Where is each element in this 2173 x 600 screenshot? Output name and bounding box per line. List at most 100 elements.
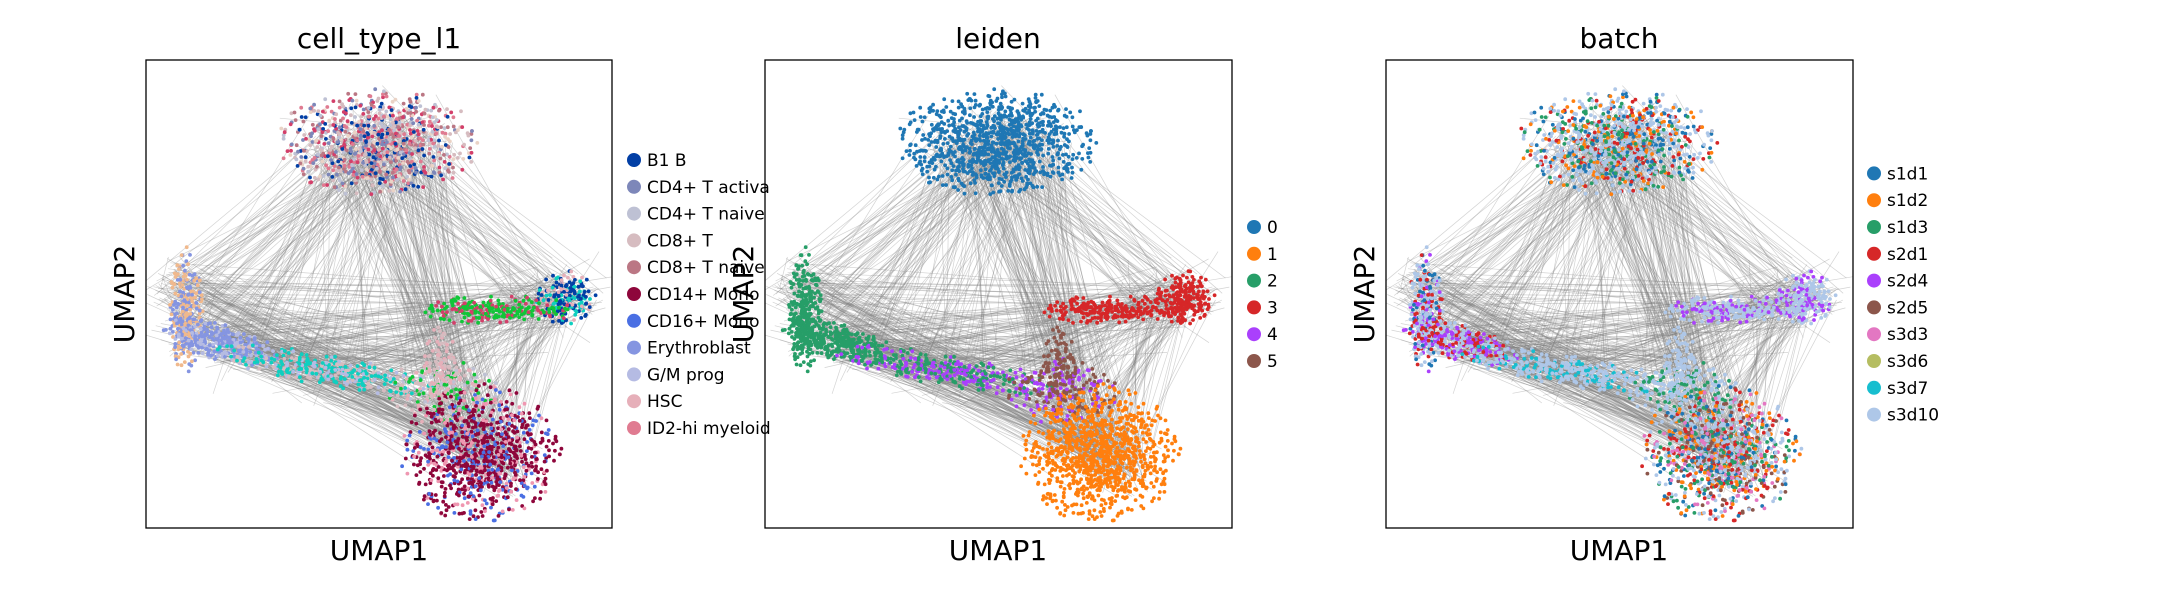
cell-point: [451, 446, 455, 450]
cell-point: [462, 142, 466, 147]
cell-point: [490, 417, 495, 422]
cell-point: [436, 465, 441, 469]
cell-point: [365, 131, 370, 135]
cell-point: [425, 410, 430, 415]
cell-point: [227, 336, 232, 340]
neighbor-edge: [174, 282, 567, 287]
cell-point: [394, 117, 399, 121]
cell-point: [462, 496, 467, 501]
cell-point: [442, 382, 447, 387]
cell-point: [514, 487, 518, 491]
cell-point: [518, 449, 523, 453]
cell-point: [318, 370, 323, 374]
cell-point: [427, 364, 431, 369]
neighbor-edge: [359, 182, 587, 310]
cell-point: [473, 393, 477, 397]
cell-point: [380, 184, 385, 188]
cell-point: [338, 384, 343, 389]
neighbor-edge: [955, 138, 990, 358]
cell-point: [534, 457, 539, 462]
neighbor-edge: [506, 299, 597, 471]
cell-point: [462, 398, 466, 403]
neighbor-edge: [327, 161, 331, 367]
cell-point: [537, 413, 541, 418]
cell-point: [185, 303, 190, 308]
cell-point: [442, 462, 447, 466]
cell-point: [446, 145, 451, 150]
cell-point: [524, 423, 529, 428]
neighbor-edge: [180, 129, 359, 336]
cell-point: [376, 148, 381, 152]
cell-point: [182, 360, 187, 364]
cell-point: [195, 344, 200, 348]
cell-point: [362, 134, 367, 139]
neighbor-edge: [178, 274, 336, 368]
cell-point: [425, 395, 430, 400]
cell-point: [491, 310, 495, 314]
cell-point: [414, 105, 418, 110]
neighbor-edge: [187, 140, 406, 294]
cell-point: [408, 123, 413, 128]
cell-point: [400, 464, 404, 469]
cell-point: [327, 118, 332, 123]
cell-point: [561, 316, 566, 321]
legend-label: HSC: [647, 392, 682, 412]
cell-point: [431, 458, 436, 463]
legend-label: ID2-hi myeloid: [647, 419, 771, 439]
cell-point: [506, 455, 511, 460]
neighbor-edge: [978, 328, 1069, 365]
neighbor-edge: [462, 288, 599, 365]
cell-point: [579, 300, 584, 304]
neighbor-edge: [495, 306, 535, 467]
cell-point: [488, 400, 493, 405]
cell-point: [235, 354, 240, 359]
cell-point: [439, 360, 444, 365]
neighbor-edge: [1122, 305, 1142, 478]
cell-point: [215, 337, 220, 342]
cell-point: [481, 427, 486, 432]
neighbor-edge: [886, 273, 1177, 365]
cell-point: [308, 175, 312, 180]
neighbor-edge: [374, 347, 434, 366]
cell-point: [372, 365, 377, 370]
cell-point: [404, 389, 409, 394]
neighbor-edge: [1057, 142, 1068, 356]
cell-point: [316, 177, 321, 182]
cell-point: [401, 161, 405, 165]
cell-point: [334, 112, 339, 117]
cell-point: [418, 373, 423, 378]
cell-point: [504, 486, 509, 490]
neighbor-edge: [788, 311, 1045, 360]
cell-point: [443, 490, 447, 495]
neighbor-edge: [352, 398, 476, 447]
cell-point: [547, 310, 552, 314]
cell-point: [215, 347, 220, 352]
cell-point: [190, 331, 195, 335]
cell-point: [299, 115, 304, 119]
neighbor-edge: [372, 117, 568, 292]
cell-point: [467, 155, 472, 160]
cell-point: [249, 353, 253, 358]
cell-point: [431, 141, 436, 146]
cell-point: [456, 301, 460, 306]
cell-point: [427, 147, 432, 151]
cell-point: [421, 185, 425, 190]
cell-point: [537, 301, 541, 306]
cell-point: [442, 160, 447, 164]
cell-point: [373, 373, 378, 378]
cell-point: [454, 471, 458, 475]
neighbor-edge: [219, 139, 367, 344]
cell-point: [530, 455, 534, 459]
cell-point: [467, 481, 472, 486]
cell-point: [291, 369, 296, 374]
cell-point: [320, 130, 325, 135]
cell-point: [588, 297, 592, 301]
cell-point: [167, 331, 172, 336]
cell-point: [294, 143, 299, 148]
cell-point: [440, 408, 445, 412]
cell-point: [440, 304, 444, 309]
cell-point: [455, 418, 460, 423]
cell-point: [554, 280, 559, 285]
neighbor-edge: [336, 138, 371, 358]
cell-point: [493, 381, 498, 386]
